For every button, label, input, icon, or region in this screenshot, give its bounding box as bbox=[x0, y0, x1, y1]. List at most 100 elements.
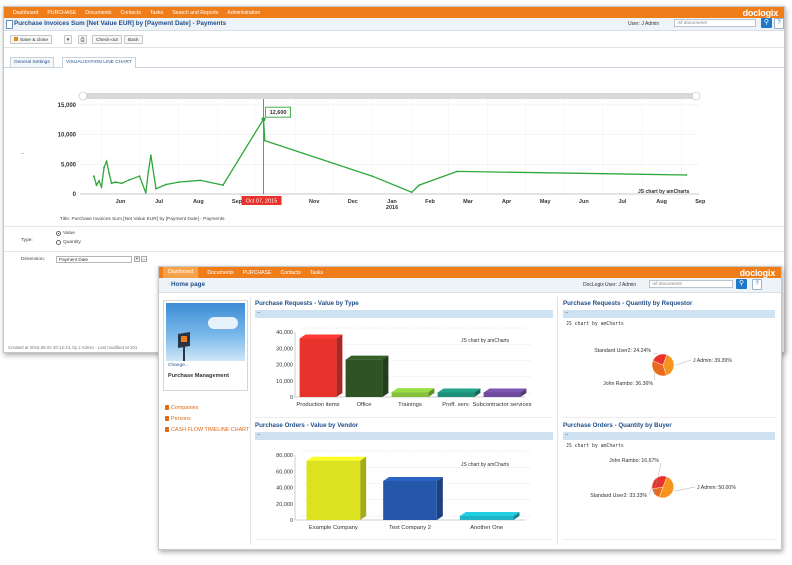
dropdown-arrow-icon[interactable]: ▾ bbox=[64, 35, 72, 44]
dimension-select[interactable]: Payment Date bbox=[56, 256, 132, 263]
line-chart: 05,00010,00015,000JunJulAugSepOctNovDecJ… bbox=[58, 91, 706, 211]
save-icon bbox=[14, 37, 18, 41]
type-quantity-radio[interactable] bbox=[56, 240, 61, 245]
pie-slice-label: John Rambo: 36.36% bbox=[603, 381, 653, 387]
pie-slice bbox=[662, 354, 675, 376]
menu-item-search-reports[interactable]: Search and Reports bbox=[172, 9, 219, 16]
data-point bbox=[456, 170, 459, 173]
search-input[interactable]: All documents bbox=[649, 280, 733, 288]
data-point bbox=[108, 172, 111, 175]
bar bbox=[383, 481, 437, 520]
profile-card: Change... Purchase Management bbox=[163, 300, 248, 391]
menu-item-documents[interactable]: Documents bbox=[85, 9, 112, 16]
panel-bar: -- bbox=[563, 310, 775, 318]
amcharts-credit: JS chart by amCharts bbox=[566, 322, 624, 327]
bar-top bbox=[483, 388, 527, 393]
pie-label-leader bbox=[674, 486, 696, 492]
y-tick-label: 10,000 bbox=[276, 379, 293, 385]
series-line bbox=[93, 117, 687, 194]
page-title-bar: Purchase Invoices Sum [Net Value EUR] by… bbox=[4, 18, 784, 31]
change-profile-link[interactable]: Change... bbox=[168, 363, 189, 368]
bar-side bbox=[336, 334, 343, 397]
checkout-button[interactable]: Check-out bbox=[92, 35, 122, 44]
page-title: Purchase Invoices Sum [Net Value EUR] by… bbox=[14, 20, 227, 27]
doclogix-logo: doclogix bbox=[739, 268, 776, 278]
tab-visualisation-line-chart[interactable]: VISUALISATION LINE CHART bbox=[62, 57, 136, 68]
pie-label-leader bbox=[652, 352, 659, 355]
search-button[interactable]: ⚲ bbox=[761, 18, 772, 28]
amcharts-credit: JS chart by amCharts bbox=[461, 462, 510, 468]
bar-side bbox=[520, 388, 527, 397]
divider bbox=[563, 539, 775, 540]
pie-slice-label: John Rambo: 16.67% bbox=[609, 458, 659, 464]
side-link-cash-flow[interactable]: CASH FLOW TIMELINE CHART bbox=[165, 427, 249, 433]
dimension-add-button[interactable]: + bbox=[134, 256, 140, 262]
bar-side bbox=[513, 511, 520, 520]
search-input[interactable]: All documents bbox=[674, 19, 756, 27]
bar bbox=[483, 392, 521, 397]
data-point bbox=[147, 170, 150, 173]
data-point bbox=[149, 154, 152, 157]
menu-item-tasks[interactable]: Tasks bbox=[149, 9, 164, 16]
save-close-button[interactable]: Save & close bbox=[10, 35, 52, 44]
bar-top bbox=[383, 477, 443, 481]
y-tick-label: 40,000 bbox=[276, 486, 293, 492]
data-point bbox=[100, 185, 103, 188]
x-tick-label: Jun bbox=[116, 199, 126, 205]
x-tick-label: Sep bbox=[232, 199, 243, 205]
panel-title-requests-value: Purchase Requests - Value by Type bbox=[255, 300, 359, 307]
bar bbox=[345, 359, 383, 397]
pie-slice-label: J Admin: 39.39% bbox=[693, 358, 732, 364]
back-button[interactable]: Back bbox=[124, 35, 143, 44]
menu-item-contacts[interactable]: Contacts bbox=[120, 9, 141, 16]
search-button[interactable]: ⚲ bbox=[736, 279, 747, 289]
x-tick-label: Production items bbox=[296, 402, 339, 408]
pie-label-leader bbox=[648, 477, 656, 496]
panel-bar: -- bbox=[255, 310, 553, 318]
menu-item-contacts[interactable]: Contacts bbox=[280, 269, 301, 276]
pie-chart-orders-quantity: J Admin: 50.00% John Rambo: 16.67% Standar… bbox=[590, 458, 736, 499]
bar-top bbox=[306, 456, 367, 461]
menu-item-dashboard[interactable]: Dashboard bbox=[163, 267, 199, 278]
pie-slice-label: Standard User2: 33.33% bbox=[590, 493, 647, 499]
help-icon[interactable]: ? bbox=[774, 18, 784, 29]
type-value-radio[interactable] bbox=[56, 231, 61, 236]
side-link-companies[interactable]: Companies bbox=[165, 405, 198, 411]
menu-item-purchase[interactable]: PURCHASE bbox=[242, 269, 272, 276]
y-tick-label: 80,000 bbox=[276, 453, 293, 459]
x-tick-label: Feb bbox=[425, 199, 435, 205]
side-link-persons[interactable]: Persons bbox=[165, 416, 191, 422]
x-tick-label: Sep bbox=[695, 199, 706, 205]
menu-item-tasks[interactable]: Tasks bbox=[309, 269, 324, 276]
bar-top bbox=[391, 388, 435, 393]
side-dash: -- bbox=[21, 152, 25, 157]
help-icon[interactable]: ? bbox=[752, 279, 762, 290]
doclogix-logo: doclogix bbox=[742, 8, 779, 18]
divider bbox=[255, 539, 553, 540]
menu-item-administration[interactable]: Administration bbox=[227, 9, 261, 16]
tab-general-settings[interactable]: General Settings bbox=[10, 57, 54, 67]
x-tick-label: Jan bbox=[387, 199, 397, 205]
bar-top bbox=[459, 511, 520, 516]
bar-side bbox=[360, 456, 367, 520]
chart-scrollbar bbox=[80, 93, 699, 99]
print-icon[interactable]: ⎙ bbox=[78, 35, 87, 44]
data-point bbox=[410, 191, 413, 194]
divider bbox=[255, 417, 553, 418]
menu-item-documents[interactable]: Documents bbox=[207, 269, 234, 276]
x-tick-label: Mar bbox=[463, 199, 474, 205]
menu-item-dashboard[interactable]: Dashboard bbox=[13, 9, 39, 16]
bar-side bbox=[474, 388, 481, 397]
bar-top bbox=[437, 388, 481, 393]
x-tick-label: Aug bbox=[656, 199, 667, 205]
pie-label-leader bbox=[653, 373, 656, 381]
dimension-more-button[interactable]: … bbox=[141, 256, 147, 262]
y-tick-label: 10,000 bbox=[58, 133, 77, 139]
x-tick-label: Subcontractor services bbox=[473, 402, 532, 408]
x-year-label: 2016 bbox=[386, 205, 398, 211]
menu-item-purchase[interactable]: PURCHASE bbox=[47, 9, 77, 16]
x-tick-label: Jul bbox=[155, 199, 163, 205]
bar-top bbox=[345, 355, 389, 360]
type-quantity-label: Quantity bbox=[63, 240, 81, 245]
profile-name: Purchase Management bbox=[168, 373, 229, 379]
